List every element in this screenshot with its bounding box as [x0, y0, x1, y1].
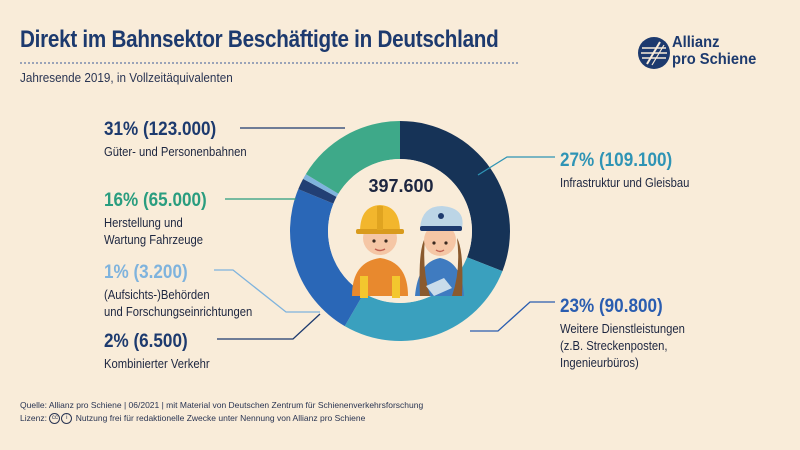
chart-title: Direkt im Bahnsektor Beschäftigte in Deu…: [20, 26, 499, 53]
attribution-icon: i: [61, 413, 73, 425]
label-behoerden-desc-2: und Forschungseinrichtungen: [104, 305, 253, 319]
label-herstellung-desc-1: Herstellung und: [104, 216, 183, 230]
license-text: Nutzung frei für redaktionelle Zwecke un…: [75, 413, 366, 423]
license-prefix: Lizenz:: [20, 413, 47, 423]
label-gueter-desc: Güter- und Personenbahnen: [104, 145, 247, 159]
donut-segment-0: [400, 121, 510, 272]
label-dienstleistungen-desc-2: (z.B. Streckenposten,: [560, 339, 668, 353]
label-infrastruktur-pct: 27% (109.100): [560, 150, 673, 171]
total-value: 397.600: [368, 176, 434, 196]
label-dienstleistungen-pct: 23% (90.800): [560, 296, 663, 317]
workers-illustration-icon: [352, 205, 464, 298]
donut-segment-5: [305, 121, 400, 194]
title-divider: [20, 62, 518, 64]
label-gueter-pct: 31% (123.000): [104, 119, 217, 140]
donut-segment-3: [298, 178, 337, 204]
label-herstellung-pct: 16% (65.000): [104, 190, 207, 211]
footer-license: Lizenz: cc i Nutzung frei für redaktionel…: [20, 413, 366, 425]
donut-segment-1: [344, 257, 503, 341]
donut-segment-2: [290, 189, 364, 327]
label-behoerden-pct: 1% (3.200): [104, 262, 188, 283]
logo-text: Allianz pro Schiene: [672, 34, 756, 68]
footer-source: Quelle: Allianz pro Schiene | 06/2021 | …: [20, 400, 424, 410]
cc-icon: cc: [49, 413, 61, 425]
label-infrastruktur: 27% (109.100) Infrastruktur und Gleisbau: [560, 150, 689, 192]
leader-line-kombiniert: [217, 313, 321, 340]
allianz-logo-icon: [638, 37, 670, 69]
chart-subtitle: Jahresende 2019, in Vollzeitäquivalenten: [20, 70, 233, 85]
label-kombiniert-pct: 2% (6.500): [104, 331, 188, 352]
label-infrastruktur-desc: Infrastruktur und Gleisbau: [560, 176, 690, 190]
logo-line-2: pro Schiene: [672, 51, 757, 68]
label-behoerden-desc-1: (Aufsichts-)Behörden: [104, 288, 210, 302]
label-gueter: 31% (123.000) Güter- und Personenbahnen: [104, 119, 247, 161]
leader-line-infrastruktur: [477, 156, 555, 176]
leader-line-dienstleistungen: [470, 301, 555, 332]
donut-segment-4: [303, 174, 339, 197]
leader-line-behoerden: [214, 269, 320, 313]
label-dienstleistungen: 23% (90.800) Weitere Dienstleistungen (z…: [560, 296, 685, 372]
logo-line-1: Allianz: [672, 34, 720, 51]
label-dienstleistungen-desc-1: Weitere Dienstleistungen: [560, 322, 685, 336]
label-kombiniert-desc: Kombinierter Verkehr: [104, 357, 210, 371]
label-dienstleistungen-desc-3: Ingenieurbüros): [560, 356, 639, 370]
label-herstellung-desc-2: Wartung Fahrzeuge: [104, 233, 204, 247]
label-behoerden: 1% (3.200) (Aufsichts-)Behörden und Fors…: [104, 262, 252, 321]
label-kombiniert: 2% (6.500) Kombinierter Verkehr: [104, 331, 210, 373]
label-herstellung: 16% (65.000) Herstellung und Wartung Fah…: [104, 190, 207, 249]
